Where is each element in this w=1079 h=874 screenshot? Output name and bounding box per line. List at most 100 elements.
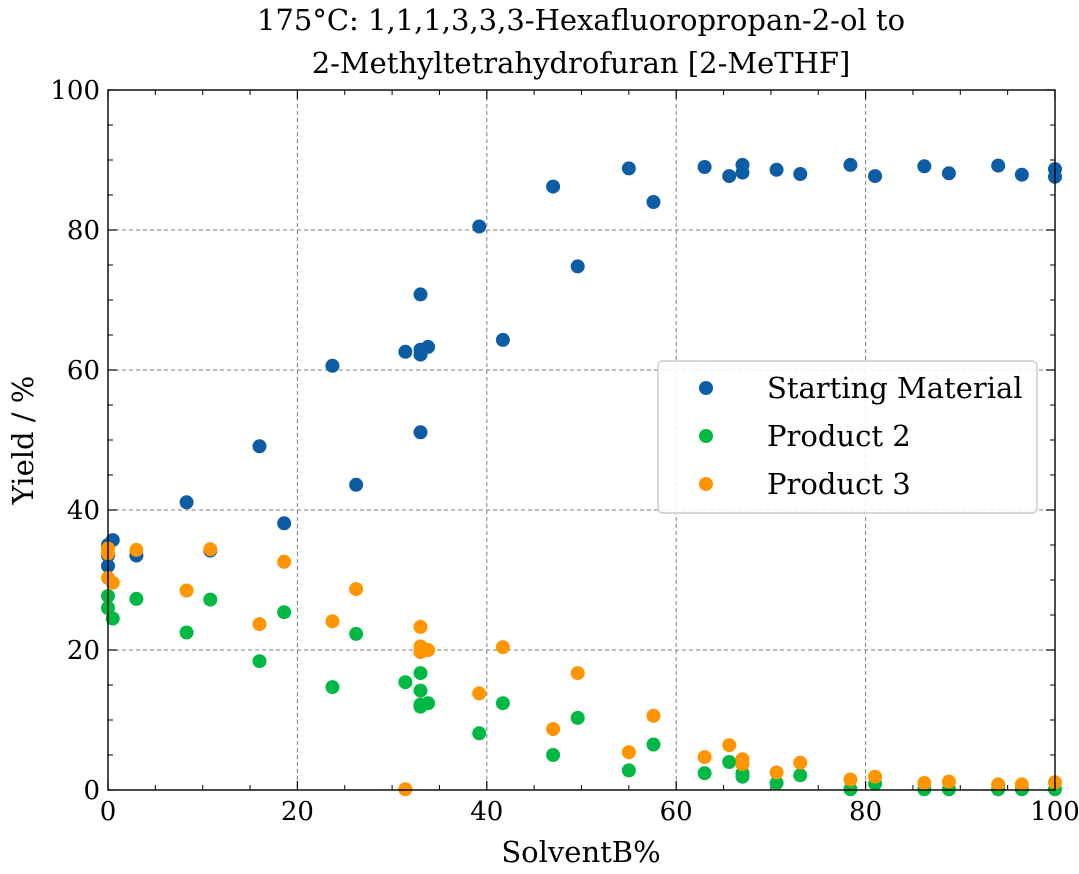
y-tick-label: 100 xyxy=(50,76,100,106)
data-point xyxy=(129,591,144,606)
data-point xyxy=(570,259,585,274)
data-point xyxy=(413,666,428,681)
data-point xyxy=(722,755,737,769)
x-tick-label: 100 xyxy=(1030,797,1079,827)
data-point xyxy=(349,582,364,597)
data-point xyxy=(179,583,194,598)
data-point xyxy=(203,592,218,607)
data-point xyxy=(621,745,636,760)
data-point xyxy=(203,542,218,557)
data-point xyxy=(991,158,1006,173)
data-point xyxy=(546,722,561,737)
data-point xyxy=(1014,777,1029,792)
data-point xyxy=(646,195,661,209)
data-point xyxy=(793,167,808,181)
data-point xyxy=(735,769,750,784)
data-point xyxy=(941,774,956,789)
data-point xyxy=(697,750,712,765)
data-point xyxy=(325,680,340,695)
data-point xyxy=(1014,167,1029,182)
data-point xyxy=(413,683,428,698)
x-tick-label: 80 xyxy=(849,797,882,827)
y-tick-label: 40 xyxy=(67,496,100,526)
data-point xyxy=(495,640,510,655)
x-tick-label: 20 xyxy=(281,797,314,827)
data-point xyxy=(697,766,712,781)
data-point xyxy=(941,166,956,181)
data-point xyxy=(277,516,292,531)
data-point xyxy=(472,219,487,234)
data-point xyxy=(413,425,428,440)
data-points xyxy=(101,157,1062,797)
data-point xyxy=(868,769,883,784)
y-tick-label: 0 xyxy=(83,776,100,806)
data-point xyxy=(917,776,932,790)
data-point xyxy=(917,159,932,174)
y-tick-label: 60 xyxy=(67,356,100,386)
data-point xyxy=(413,619,428,634)
data-point xyxy=(646,737,661,752)
data-point xyxy=(991,777,1006,792)
data-point xyxy=(398,344,413,359)
data-point xyxy=(793,768,808,783)
data-point xyxy=(546,748,561,762)
chart-title-line-2: 2-Methyltetrahydrofuran [2-MeTHF] xyxy=(312,46,851,80)
legend-label: Starting Material xyxy=(767,371,1023,405)
data-point xyxy=(129,542,144,557)
legend: Starting Material Product 2 Product 3 xyxy=(657,360,1038,514)
data-point xyxy=(722,738,737,753)
data-point xyxy=(843,157,858,172)
data-point xyxy=(868,169,883,184)
data-point xyxy=(421,696,436,711)
series-product-2 xyxy=(101,589,1062,797)
x-tick-label: 40 xyxy=(470,797,503,827)
data-point xyxy=(472,726,487,741)
series-starting-material xyxy=(101,157,1062,573)
data-point xyxy=(735,757,750,772)
data-point xyxy=(793,755,808,770)
y-axis-label: Yield / % xyxy=(6,376,40,506)
data-point xyxy=(105,575,120,590)
data-point xyxy=(697,160,712,174)
data-point xyxy=(421,643,436,657)
chart-title-line-1: 175°C: 1,1,1,3,3,3-Hexafluoropropan-2-ol… xyxy=(257,3,905,37)
legend-label: Product 2 xyxy=(767,419,911,453)
x-tick-label: 0 xyxy=(100,797,117,827)
data-point xyxy=(325,614,340,629)
data-point xyxy=(570,666,585,681)
data-point xyxy=(495,332,510,347)
x-axis-label: SolventB% xyxy=(501,835,660,869)
plot-frame xyxy=(107,89,1056,791)
data-point xyxy=(179,625,194,640)
y-tick-label: 80 xyxy=(67,216,100,246)
legend-marker xyxy=(699,381,713,395)
data-point xyxy=(398,675,413,690)
data-point xyxy=(621,763,636,778)
data-point xyxy=(546,179,561,194)
data-point xyxy=(179,495,194,510)
data-point xyxy=(252,617,267,632)
series-product-3 xyxy=(101,541,1062,797)
data-point xyxy=(252,439,267,454)
data-point xyxy=(769,765,784,780)
data-point xyxy=(735,165,750,180)
y-tick-label: 20 xyxy=(67,636,100,666)
x-tick-label: 60 xyxy=(660,797,693,827)
legend-frame xyxy=(657,360,1038,514)
legend-label: Product 3 xyxy=(767,467,911,501)
data-point xyxy=(105,611,120,626)
data-point xyxy=(421,339,436,354)
data-point xyxy=(252,654,267,669)
data-point xyxy=(843,772,858,787)
data-point xyxy=(277,554,292,569)
data-point xyxy=(325,358,340,373)
data-point xyxy=(769,776,784,790)
data-point xyxy=(621,161,636,176)
data-point xyxy=(722,169,737,184)
data-point xyxy=(413,287,428,302)
data-point xyxy=(769,162,784,177)
legend-marker xyxy=(699,477,713,491)
legend-marker xyxy=(699,429,713,443)
data-point xyxy=(570,710,585,725)
